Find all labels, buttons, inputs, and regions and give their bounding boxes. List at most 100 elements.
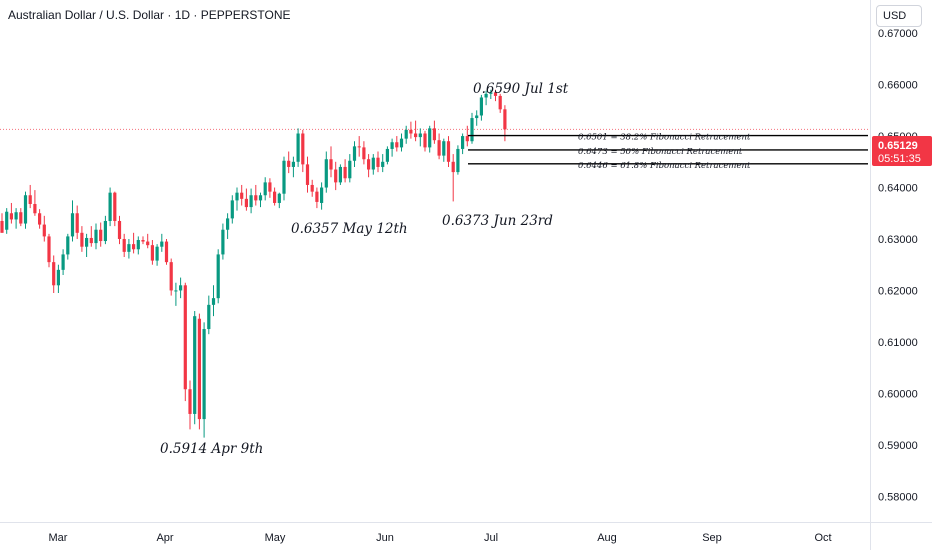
candle: [155, 244, 159, 266]
candle-body: [0, 220, 4, 233]
candle: [66, 233, 70, 260]
candle-body: [183, 285, 187, 390]
time-axis[interactable]: Mar Apr May Jun Jul Aug Sep Oct: [49, 532, 832, 544]
candle: [80, 226, 84, 252]
candle: [38, 209, 42, 229]
candle: [315, 187, 319, 209]
time-tick-label: Apr: [156, 532, 173, 544]
candle: [343, 159, 347, 183]
candle: [132, 232, 136, 254]
candle: [211, 285, 216, 317]
candle: [381, 154, 385, 173]
candle: [479, 94, 483, 121]
candle: [385, 146, 389, 165]
candle: [221, 223, 225, 260]
price-annotation: 0.5914 Apr 9th: [160, 441, 263, 457]
candle-body: [127, 244, 131, 252]
candle-body: [42, 224, 46, 237]
candle: [461, 133, 465, 155]
candle-body: [273, 191, 277, 203]
candle-body: [305, 164, 310, 185]
candle-body: [296, 133, 300, 162]
fibonacci-levels[interactable]: 0.6501 = 38.2% Fibonacci Retracement 0.64…: [468, 133, 868, 171]
price-tick-label: 0.59000: [878, 440, 918, 452]
candle-body: [493, 92, 498, 96]
candle-body: [141, 240, 145, 242]
candle-body: [320, 187, 324, 203]
time-tick-label: May: [265, 532, 286, 544]
candle: [334, 161, 338, 191]
candle-body: [193, 316, 197, 414]
candle-body: [146, 241, 150, 246]
candle-body: [80, 232, 84, 247]
candle-body: [99, 229, 103, 242]
currency-selector-button[interactable]: USD: [876, 5, 922, 27]
candle-body: [484, 93, 488, 98]
candle-body: [376, 157, 380, 167]
candle: [183, 282, 187, 402]
candle: [240, 184, 244, 206]
candle-body: [291, 161, 295, 167]
candle: [197, 313, 201, 430]
candle: [371, 154, 375, 175]
candle-body: [211, 298, 216, 305]
candle-body: [23, 195, 28, 224]
candle: [437, 133, 441, 160]
candle-body: [9, 213, 13, 220]
candle-body: [287, 160, 291, 167]
price-tick-label: 0.58000: [878, 491, 918, 503]
candle: [409, 121, 413, 139]
candle: [352, 141, 357, 167]
candle-body: [268, 182, 272, 192]
candle: [89, 226, 93, 247]
candle-body: [352, 146, 357, 161]
price-tick-label: 0.60000: [878, 388, 918, 400]
candle-body: [301, 133, 305, 165]
price-tick-label: 0.66000: [878, 80, 918, 92]
candle: [150, 240, 154, 265]
candle: [277, 192, 281, 209]
candle-body: [108, 192, 112, 221]
candle: [108, 187, 112, 227]
candle-body: [197, 318, 201, 420]
candle-body: [451, 161, 455, 173]
candle: [310, 179, 314, 197]
candle-body: [367, 159, 371, 170]
candle-body: [390, 142, 394, 149]
price-axis[interactable]: 0.670000.660000.650000.640000.630000.620…: [878, 28, 918, 503]
candle-body: [244, 198, 248, 208]
candle-body: [202, 329, 206, 420]
candle-body: [75, 213, 79, 233]
candle-body: [362, 147, 366, 160]
candle: [423, 130, 427, 152]
candle: [216, 249, 220, 304]
candle-body: [94, 229, 98, 244]
price-tick-label: 0.61000: [878, 337, 918, 349]
candle: [169, 258, 173, 296]
candle: [390, 138, 394, 157]
candle: [362, 141, 366, 165]
candle-body: [409, 129, 413, 134]
candle: [61, 249, 65, 276]
time-tick-label: Mar: [49, 532, 68, 544]
candle-body: [381, 161, 385, 167]
candle-body: [338, 166, 342, 183]
candle-body: [188, 389, 192, 414]
candle: [470, 112, 474, 144]
candle: [296, 128, 300, 167]
candle-body: [19, 212, 23, 224]
candle-body: [475, 115, 479, 119]
candle: [127, 238, 131, 259]
candle-body: [33, 203, 37, 214]
price-tag-value: 0.65129: [878, 140, 918, 152]
candle: [52, 255, 56, 294]
candle-body: [277, 193, 281, 203]
fib-level-label: 0.6473 = 50% Fibonacci Retracement: [578, 147, 743, 157]
time-tick-label: Sep: [702, 532, 722, 544]
candle: [141, 236, 145, 245]
candle-body: [52, 262, 56, 286]
candle: [376, 151, 380, 173]
time-tick-label: Jul: [484, 532, 498, 544]
candle: [226, 213, 230, 239]
